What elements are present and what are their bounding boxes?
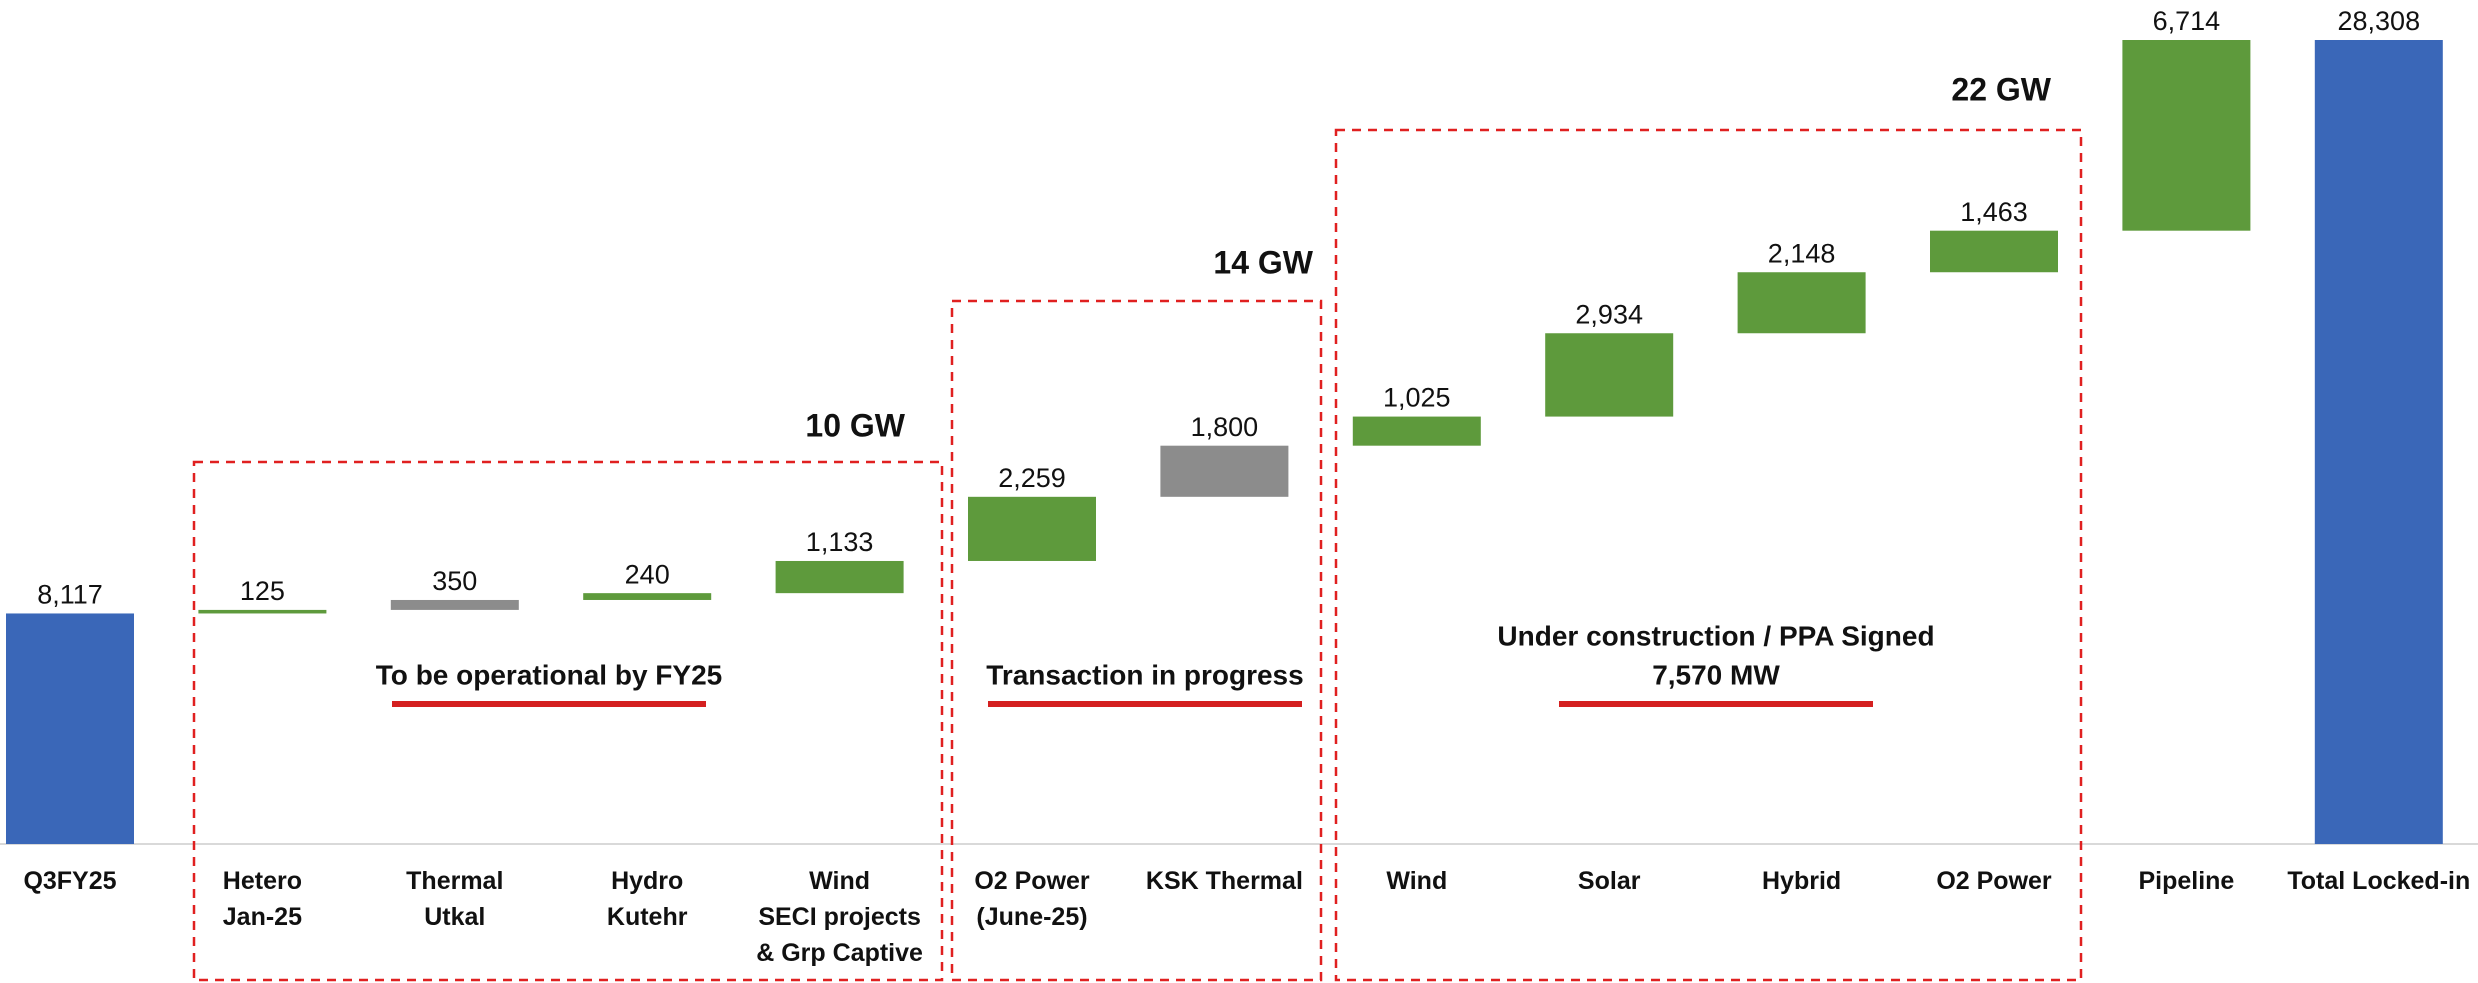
x-tick-line: (June-25): [976, 903, 1087, 931]
bar: [1352, 416, 1481, 446]
x-tick-label: O2 Power: [1936, 867, 2052, 895]
x-tick-line: O2 Power: [974, 867, 1090, 895]
bar: [390, 599, 519, 610]
value-label: 240: [625, 559, 670, 589]
group-caption: Transaction in progress: [986, 659, 1303, 690]
group-caption: Under construction / PPA Signed: [1497, 620, 1934, 651]
value-label: 8,117: [37, 580, 103, 610]
bar: [968, 496, 1096, 561]
x-tick-line: O2 Power: [1936, 867, 2052, 895]
x-tick-line: Hydro: [611, 867, 683, 895]
group-box: [950, 299, 1323, 982]
value-label: 125: [240, 576, 285, 606]
value-label: 1,463: [1960, 197, 2028, 227]
x-tick-line: Total Locked-in: [2287, 867, 2470, 895]
x-tick-label: Total Locked-in: [2287, 867, 2470, 895]
value-label: 1,025: [1383, 383, 1451, 413]
x-tick-line: Q3FY25: [23, 867, 116, 895]
x-tick-label: Thermal Utkal: [406, 867, 503, 931]
group-box: [192, 460, 944, 982]
x-tick-line: Kutehr: [607, 903, 688, 931]
bar: [1160, 445, 1289, 497]
group-label: 14 GW: [1213, 244, 1313, 280]
bar: [1930, 230, 2058, 273]
group-box: [1334, 128, 2083, 982]
x-tick-label: Hydro Kutehr: [607, 867, 688, 931]
x-tick-line: Hetero: [223, 867, 302, 895]
value-label: 28,308: [2338, 6, 2421, 36]
x-tick-line: Wind: [809, 867, 870, 895]
bar: [583, 593, 712, 600]
x-tick-line: Wind: [1386, 867, 1447, 895]
value-label: 6,714: [2153, 6, 2221, 36]
value-label: 2,934: [1575, 299, 1643, 329]
bar: [198, 609, 327, 614]
value-label: 1,133: [806, 527, 874, 557]
group-caption: 7,570 MW: [1652, 659, 1780, 690]
value-label: 350: [432, 566, 477, 596]
x-tick-line: & Grp Captive: [756, 939, 923, 967]
x-tick-label: Hetero Jan-25: [223, 867, 302, 931]
x-tick-label: Pipeline: [2138, 867, 2234, 895]
x-tick-line: Pipeline: [2138, 867, 2234, 895]
group-caption: To be operational by FY25: [376, 659, 722, 690]
x-tick-label: Solar: [1578, 867, 1641, 895]
bar: [6, 613, 134, 844]
x-tick-line: Thermal: [406, 867, 503, 895]
bar: [2314, 40, 2443, 844]
value-label: 1,800: [1191, 412, 1259, 442]
group-label: 22 GW: [1951, 71, 2051, 107]
x-tick-label: O2 Power (June-25): [974, 867, 1090, 931]
x-tick-line: Utkal: [424, 903, 485, 931]
x-tick-label: Hybrid: [1762, 867, 1841, 895]
x-tick-line: SECI projects: [758, 903, 921, 931]
group-label: 10 GW: [805, 407, 905, 443]
x-tick-label: Q3FY25: [23, 867, 116, 895]
bar: [1545, 333, 1674, 417]
x-tick-line: KSK Thermal: [1146, 867, 1303, 895]
bar: [775, 560, 904, 594]
x-tick-label: Wind SECI projects & Grp Captive: [756, 867, 923, 967]
x-tick-label: Wind: [1386, 867, 1447, 895]
value-label: 2,148: [1768, 238, 1836, 268]
bar: [1737, 272, 1866, 334]
x-tick-line: Solar: [1578, 867, 1641, 895]
x-tick-line: Jan-25: [223, 903, 302, 931]
x-tick-line: Hybrid: [1762, 867, 1841, 895]
bar: [2122, 40, 2251, 231]
value-label: 2,259: [998, 463, 1066, 493]
x-tick-label: KSK Thermal: [1146, 867, 1303, 895]
